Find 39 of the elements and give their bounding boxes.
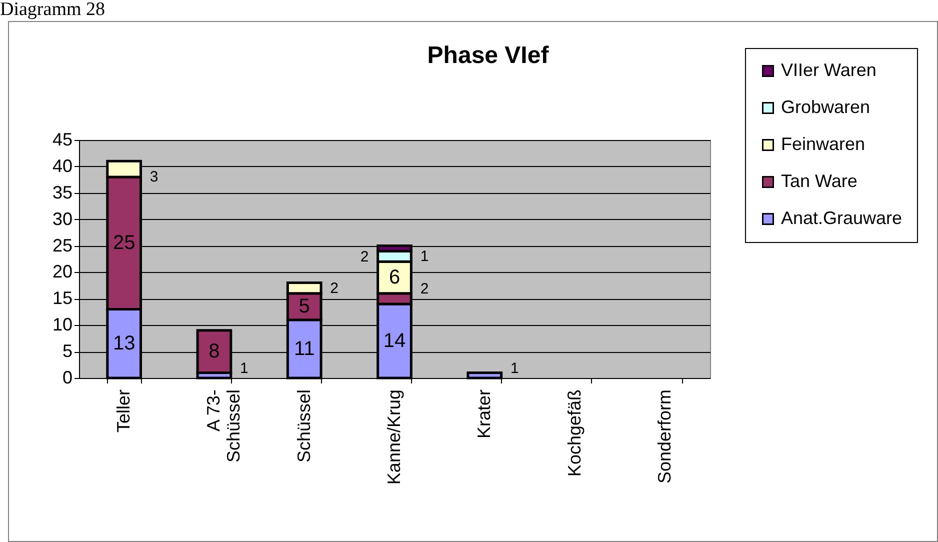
data-label: 6 (388, 266, 400, 289)
data-label: 13 (112, 332, 136, 355)
x-tick-label: Kanne/Krug (384, 390, 404, 485)
y-tick-label: 40 (52, 156, 72, 176)
data-label: 14 (383, 330, 406, 352)
data-label: 11 (294, 338, 315, 360)
legend-label: Anat.Grauware (781, 208, 902, 228)
y-tick-label: 10 (52, 314, 72, 335)
data-label: 1 (240, 360, 248, 377)
x-tick-label: Schüssel (294, 390, 314, 463)
x-tick-label: Teller (114, 389, 134, 433)
text: Diagramm 28 (0, 0, 106, 20)
chart-title: Phase VIef (427, 42, 549, 69)
x-tick-label: Sonderform (654, 390, 674, 484)
legend-label: Grobwaren (781, 97, 870, 117)
legend-label: Feinwaren (781, 134, 866, 154)
bar (466, 371, 503, 380)
y-tick-label: 0 (62, 368, 72, 388)
y-tick-label: 35 (52, 182, 72, 202)
data-label: 2 (360, 248, 369, 266)
data-label: 8 (208, 340, 220, 363)
data-label: 1 (420, 248, 429, 265)
data-label: 1 (510, 360, 519, 377)
data-label: 25 (112, 232, 136, 254)
y-tick-label: 15 (52, 288, 72, 308)
x-tick-label: Kochgefäß (564, 390, 584, 477)
y-tick-label: 45 (52, 130, 72, 150)
y-tick-label: 30 (52, 208, 72, 229)
y-tick-label: 20 (52, 262, 72, 282)
y-tick-label: 5 (62, 341, 72, 362)
y-tick-label: 25 (52, 235, 72, 256)
data-label: 5 (298, 296, 310, 318)
data-label: 2 (420, 280, 429, 298)
data-label: 3 (150, 168, 158, 186)
legend-label: VIIer Waren (781, 60, 876, 80)
x-tick-label: A 73-Schüssel (204, 389, 244, 463)
legend-label: Tan Ware (781, 171, 858, 191)
x-tick-label: Krater (474, 390, 494, 439)
data-label: 2 (330, 280, 339, 298)
